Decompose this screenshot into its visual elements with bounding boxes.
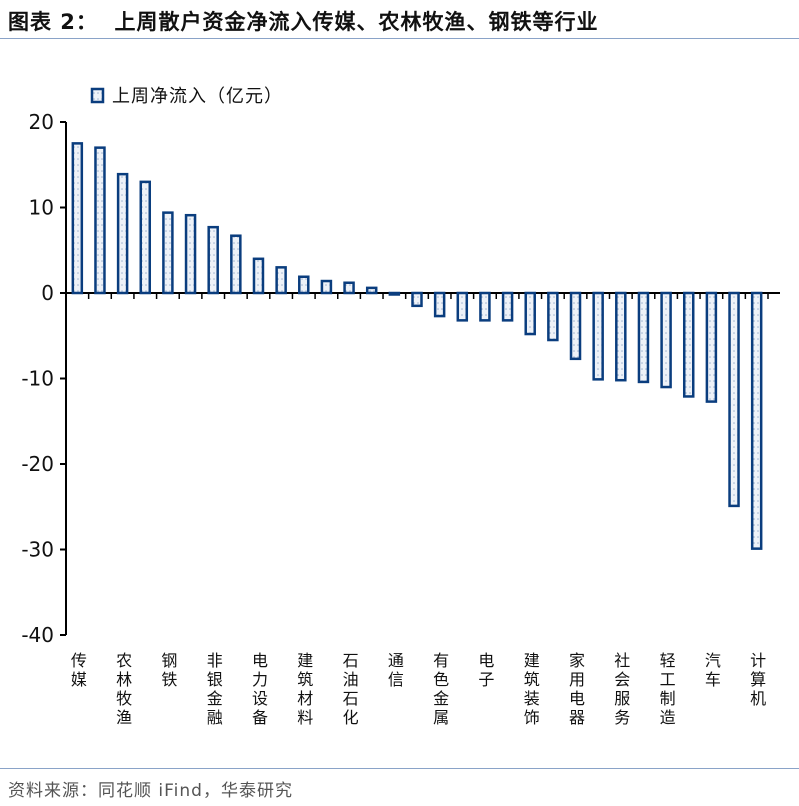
bar (433, 291, 446, 318)
x-tick-label: 农林牧渔 (113, 652, 132, 728)
bar (71, 142, 84, 295)
x-tick-label: 钢铁 (158, 652, 177, 690)
x-tick-label: 有色金属 (430, 652, 449, 728)
bar (320, 279, 333, 295)
bar (705, 291, 718, 403)
bar (479, 291, 491, 322)
bar (252, 257, 265, 295)
y-tick-label: 10 (29, 196, 54, 220)
bar (456, 291, 469, 322)
x-tick-label: 通信 (385, 652, 404, 690)
bar (388, 291, 401, 296)
bar (343, 281, 355, 295)
y-tick-label: -30 (21, 538, 54, 562)
bar (728, 291, 740, 508)
y-tick-label: -20 (21, 452, 54, 476)
bar (298, 275, 310, 295)
bar (637, 291, 650, 384)
bar (230, 234, 242, 295)
bar (207, 225, 219, 295)
bar (162, 211, 174, 295)
bar (615, 291, 627, 382)
bar (547, 291, 559, 342)
x-tick-label: 建筑材料 (294, 652, 313, 728)
x-tick-label: 非银金融 (204, 652, 223, 728)
bar (184, 213, 197, 295)
x-tick-label: 计算机 (747, 652, 766, 709)
x-tick-label: 建筑装饰 (521, 652, 540, 728)
bar (569, 291, 582, 361)
bar (365, 286, 378, 295)
bar (116, 172, 129, 295)
bar (682, 291, 695, 398)
y-tick-label: -40 (21, 623, 54, 647)
figure-title: 图表 2： 上周散户资金净流入传媒、农林牧渔、钢铁等行业 (8, 10, 599, 34)
y-tick-label: 0 (41, 281, 54, 305)
legend-swatch (90, 87, 105, 104)
x-tick-label: 汽车 (702, 652, 721, 690)
x-tick-label: 传媒 (68, 652, 87, 690)
bar (94, 146, 106, 295)
bar (592, 291, 604, 381)
legend-label: 上周净流入（亿元） (112, 86, 283, 107)
bar (139, 180, 152, 295)
x-tick-label: 社会服务 (611, 652, 630, 728)
bar (411, 291, 423, 308)
x-tick-label: 家用电器 (566, 652, 585, 728)
x-tick-label: 电力设备 (249, 652, 268, 728)
x-tick-label: 电子 (475, 652, 494, 690)
bar (750, 291, 763, 550)
source-note: 资料来源：同花顺 iFind，华泰研究 (8, 781, 293, 801)
title-rule (0, 38, 799, 39)
x-tick-label: 石油石化 (340, 652, 359, 728)
bar (501, 291, 514, 322)
bar (524, 291, 536, 336)
source-rule (0, 768, 799, 769)
y-tick-label: -10 (21, 367, 54, 391)
bar (660, 291, 672, 389)
y-tick-label: 20 (29, 110, 54, 134)
x-tick-label: 轻工制造 (657, 652, 676, 728)
bar (275, 266, 287, 295)
